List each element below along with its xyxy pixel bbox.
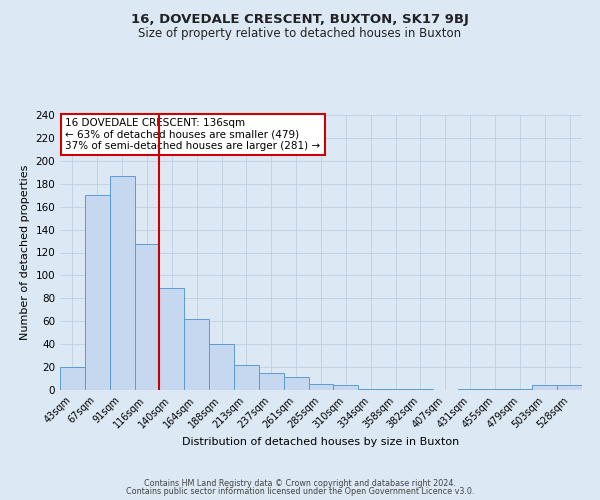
Text: Contains HM Land Registry data © Crown copyright and database right 2024.: Contains HM Land Registry data © Crown c… bbox=[144, 478, 456, 488]
Bar bbox=[557, 386, 582, 390]
Bar bbox=[259, 373, 284, 390]
Bar bbox=[134, 244, 160, 390]
Bar bbox=[458, 389, 482, 390]
Bar bbox=[284, 378, 308, 390]
Bar bbox=[234, 365, 259, 390]
Bar bbox=[383, 389, 408, 390]
Bar bbox=[408, 389, 433, 390]
Bar bbox=[209, 344, 234, 390]
Bar bbox=[110, 176, 134, 390]
Bar bbox=[60, 367, 85, 390]
Bar bbox=[85, 195, 110, 390]
Bar bbox=[184, 319, 209, 390]
Text: Contains public sector information licensed under the Open Government Licence v3: Contains public sector information licen… bbox=[126, 487, 474, 496]
Bar bbox=[334, 386, 358, 390]
Bar bbox=[308, 384, 334, 390]
Bar bbox=[482, 389, 508, 390]
Text: 16 DOVEDALE CRESCENT: 136sqm
← 63% of detached houses are smaller (479)
37% of s: 16 DOVEDALE CRESCENT: 136sqm ← 63% of de… bbox=[65, 118, 320, 151]
Y-axis label: Number of detached properties: Number of detached properties bbox=[20, 165, 30, 340]
Bar bbox=[508, 389, 532, 390]
Bar bbox=[160, 288, 184, 390]
Text: 16, DOVEDALE CRESCENT, BUXTON, SK17 9BJ: 16, DOVEDALE CRESCENT, BUXTON, SK17 9BJ bbox=[131, 12, 469, 26]
Text: Size of property relative to detached houses in Buxton: Size of property relative to detached ho… bbox=[139, 28, 461, 40]
Bar bbox=[532, 386, 557, 390]
X-axis label: Distribution of detached houses by size in Buxton: Distribution of detached houses by size … bbox=[182, 436, 460, 446]
Bar bbox=[358, 389, 383, 390]
